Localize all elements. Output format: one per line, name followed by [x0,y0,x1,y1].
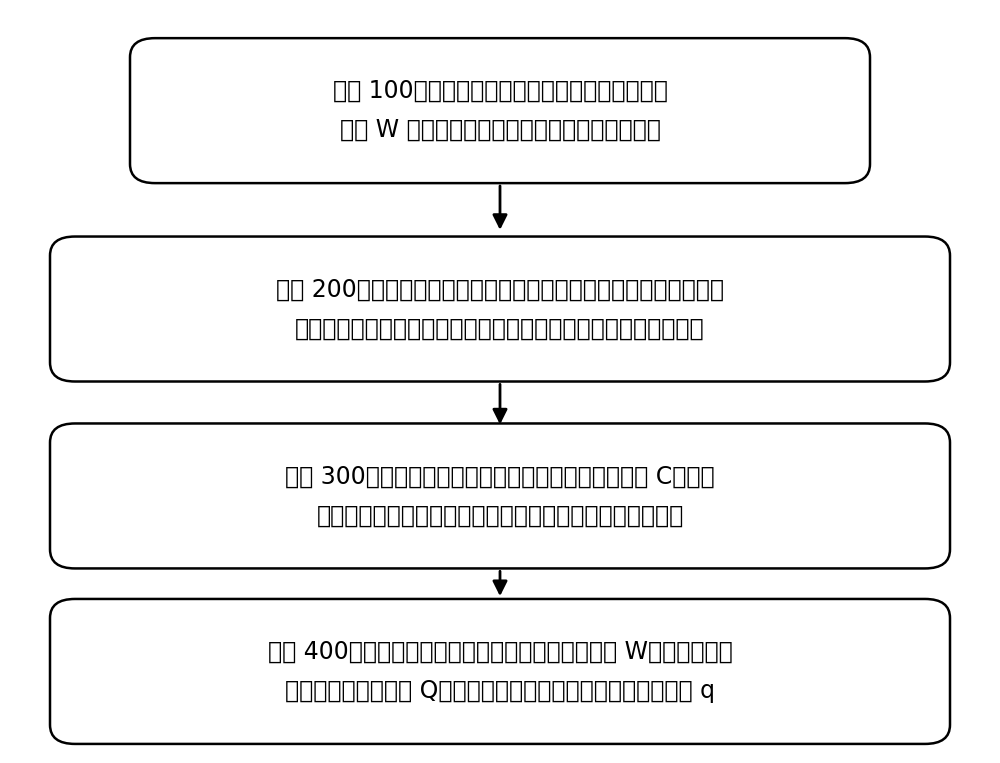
FancyBboxPatch shape [50,423,950,568]
Text: 步骤 300、实时监控动力电池单次充电后的初始总电量 C，并且
计算动力电池在使用过程中的每个所述耦合模块的耗能总量: 步骤 300、实时监控动力电池单次充电后的初始总电量 C，并且 计算动力电池在使… [285,465,715,527]
Text: 步骤 200、将动力电池的负荷按照功能关联分为若干个相互并联的耦
合模块，利用电能计量单元实时计算每个所述耦合模块的直线电流: 步骤 200、将动力电池的负荷按照功能关联分为若干个相互并联的耦 合模块，利用电… [276,278,724,340]
Text: 步骤 400、根据所述多元关系模型得到的自放电电量 W，以及所有耦
合模块的消耗电总量 Q，计算动力电池单次充电后的电能剩余量 q: 步骤 400、根据所述多元关系模型得到的自放电电量 W，以及所有耦 合模块的消耗… [268,640,732,703]
FancyBboxPatch shape [50,237,950,382]
Text: 步骤 100、对动力电池自放电预实验，建立自放电
电量 W 与电动汽车环境参数之间的多元关系模型: 步骤 100、对动力电池自放电预实验，建立自放电 电量 W 与电动汽车环境参数之… [333,79,667,142]
FancyBboxPatch shape [130,38,870,183]
FancyBboxPatch shape [50,599,950,744]
